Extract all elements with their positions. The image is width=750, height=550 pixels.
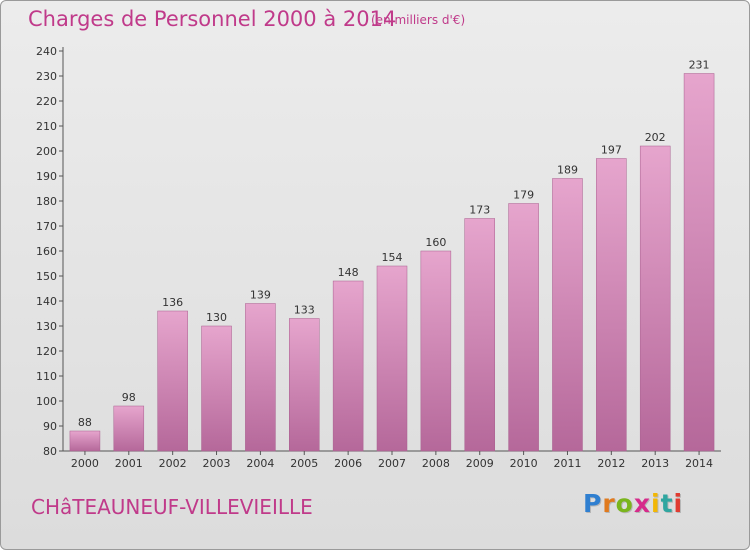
bar	[596, 158, 627, 452]
bar-value-label: 197	[601, 144, 622, 157]
logo-letter: o	[615, 489, 634, 518]
x-tick-label: 2008	[422, 457, 450, 470]
commune-name: CHâTEAUNEUF-VILLEVIEILLE	[31, 495, 313, 519]
bar	[464, 218, 495, 452]
logo-letter: t	[660, 489, 674, 518]
y-tick-label: 240	[36, 45, 57, 58]
y-tick-label: 100	[36, 395, 57, 408]
proxiti-logo[interactable]: Proxiti	[583, 489, 683, 518]
bar-value-label: 136	[162, 296, 183, 309]
x-tick-label: 2013	[641, 457, 669, 470]
x-tick-label: 2002	[159, 457, 187, 470]
bar-value-label: 139	[250, 289, 271, 302]
y-tick-label: 170	[36, 220, 57, 233]
x-tick-label: 2014	[685, 457, 713, 470]
bar-value-label: 202	[645, 131, 666, 144]
y-tick-label: 160	[36, 245, 57, 258]
y-tick-label: 90	[43, 420, 57, 433]
x-tick-label: 2005	[290, 457, 318, 470]
y-tick-label: 190	[36, 170, 57, 183]
x-tick-label: 2004	[246, 457, 274, 470]
bar	[69, 430, 101, 452]
bar-value-label: 160	[425, 236, 446, 249]
y-tick-label: 230	[36, 70, 57, 83]
bar-value-label: 189	[557, 164, 578, 177]
x-tick-label: 2001	[115, 457, 143, 470]
logo-letter: P	[583, 489, 603, 518]
y-tick-label: 200	[36, 145, 57, 158]
bar-value-label: 179	[513, 189, 534, 202]
y-tick-label: 130	[36, 320, 57, 333]
y-tick-label: 150	[36, 270, 57, 283]
y-tick-label: 220	[36, 95, 57, 108]
bar-value-label: 148	[338, 266, 359, 279]
logo-letter: r	[602, 489, 616, 518]
y-tick-label: 180	[36, 195, 57, 208]
bar	[201, 325, 232, 452]
y-tick-label: 110	[36, 370, 57, 383]
bar-value-label: 130	[206, 311, 227, 324]
y-tick-label: 120	[36, 345, 57, 358]
x-tick-label: 2007	[378, 457, 406, 470]
bar	[113, 405, 145, 452]
bar	[332, 280, 364, 452]
bar-value-label: 154	[382, 251, 403, 264]
bar-value-label: 98	[122, 391, 136, 404]
x-tick-label: 2012	[597, 457, 625, 470]
chart-subtitle: (en milliers d'€)	[371, 13, 466, 27]
x-tick-label: 2000	[71, 457, 99, 470]
x-tick-label: 2011	[553, 457, 581, 470]
bar-value-label: 133	[294, 304, 315, 317]
y-tick-label: 80	[43, 445, 57, 458]
x-tick-label: 2003	[203, 457, 231, 470]
bar	[552, 178, 583, 452]
logo-letter: x	[633, 489, 651, 518]
x-tick-label: 2010	[510, 457, 538, 470]
y-tick-label: 140	[36, 295, 57, 308]
bar-value-label: 173	[469, 204, 490, 217]
x-tick-label: 2006	[334, 457, 362, 470]
bar	[289, 318, 320, 452]
bar	[245, 303, 276, 452]
bar-value-label: 88	[78, 416, 92, 429]
bar	[420, 250, 452, 452]
logo-letter: i	[673, 489, 684, 518]
x-tick-label: 2009	[466, 457, 494, 470]
bar-value-label: 231	[689, 59, 710, 72]
chart-title: Charges de Personnel 2000 à 2014	[28, 7, 397, 31]
y-tick-label: 210	[36, 120, 57, 133]
bar	[683, 73, 715, 452]
bar	[157, 310, 188, 452]
bar	[376, 265, 408, 452]
bar	[508, 203, 539, 452]
logo-letter: i	[651, 489, 661, 518]
bar	[639, 145, 671, 452]
